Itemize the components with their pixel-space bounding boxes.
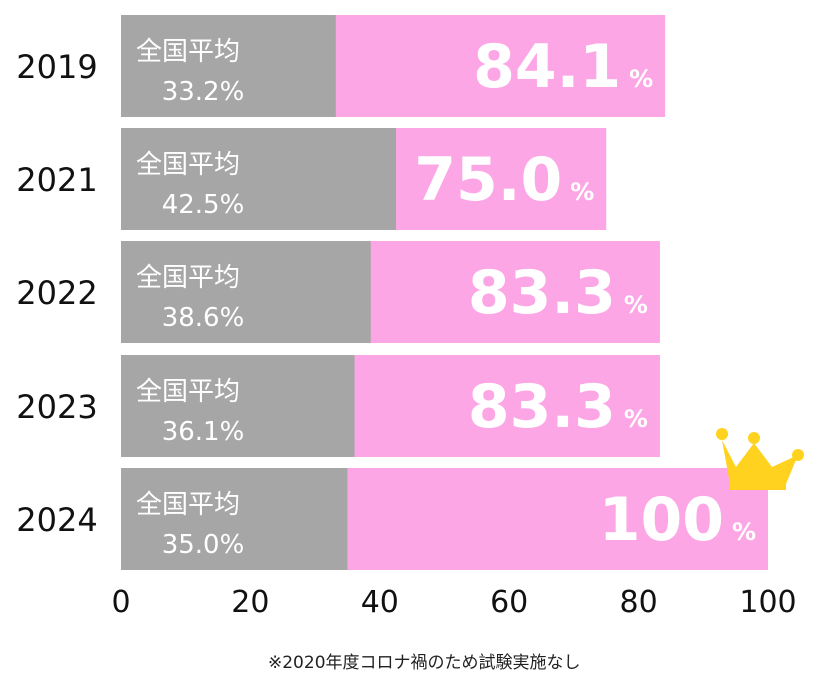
x-tick-100: 100 (739, 585, 796, 620)
crown-icon (716, 428, 804, 490)
average-label-2023: 全国平均 (136, 377, 240, 407)
value-label-2021: 75.0 (414, 145, 562, 215)
x-tick-40: 40 (361, 585, 399, 620)
x-tick-80: 80 (620, 585, 658, 620)
value-unit-2019: % (629, 65, 653, 93)
value-unit-2021: % (570, 178, 594, 206)
category-label-2019: 2019 (16, 48, 97, 86)
value-unit-2023: % (624, 405, 648, 433)
category-label-2023: 2023 (16, 388, 97, 426)
average-label-2024: 全国平均 (136, 490, 240, 520)
value-label-2023: 83.3 (468, 372, 616, 442)
bar-average-2023 (121, 355, 355, 457)
value-unit-2022: % (624, 291, 648, 319)
bar-average-2022 (121, 241, 371, 343)
footnote: ※2020年度コロナ禍のため試験実施なし (268, 653, 581, 673)
bar-average-2019 (121, 15, 336, 117)
average-label-2019: 全国平均 (136, 37, 240, 67)
average-label-2022: 全国平均 (136, 263, 240, 293)
x-tick-20: 20 (231, 585, 269, 620)
average-value-2022: 38.6% (162, 303, 245, 333)
value-label-2022: 83.3 (468, 258, 616, 328)
bar-average-2021 (121, 128, 396, 230)
value-label-2019: 84.1 (473, 32, 621, 102)
average-value-2019: 33.2% (162, 77, 245, 107)
average-value-2023: 36.1% (162, 417, 245, 447)
average-value-2024: 35.0% (162, 530, 245, 560)
category-label-2024: 2024 (16, 501, 97, 539)
value-unit-2024: % (732, 518, 756, 546)
x-tick-0: 0 (111, 585, 130, 620)
category-label-2021: 2021 (16, 161, 97, 199)
average-label-2021: 全国平均 (136, 150, 240, 180)
value-label-2024: 100 (599, 485, 724, 555)
category-label-2022: 2022 (16, 274, 97, 312)
x-tick-60: 60 (490, 585, 528, 620)
average-value-2021: 42.5% (162, 190, 245, 220)
bar-average-2024 (121, 468, 348, 570)
